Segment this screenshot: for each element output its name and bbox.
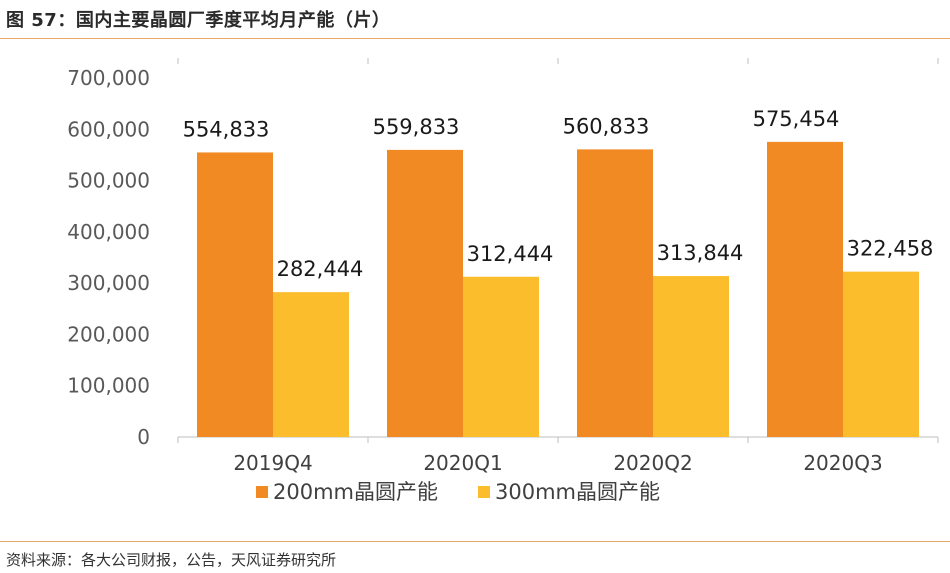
data-label: 554,833 [183,117,270,141]
legend-label: 200mm晶圆产能 [273,480,438,504]
bar [463,276,539,437]
x-tick-label: 2019Q4 [233,451,312,475]
y-tick-label: 500,000 [67,169,150,193]
y-tick-label: 200,000 [67,322,150,346]
data-label: 322,458 [847,237,934,261]
data-label: 282,444 [277,257,364,281]
y-tick-label: 100,000 [67,374,150,398]
y-tick-label: 600,000 [67,117,150,141]
legend-swatch [256,486,268,498]
y-tick-label: 700,000 [67,66,150,90]
data-label: 560,833 [563,114,650,138]
bar [197,152,273,437]
bar [273,292,349,437]
bar [577,149,653,437]
source-note: 资料来源：各大公司财报，公告，天风证券研究所 [6,551,337,569]
x-tick-label: 2020Q1 [423,451,502,475]
figure-title: 图 57：国内主要晶圆厂季度平均月产能（片） [6,10,391,31]
bar [653,276,729,437]
source-divider [0,541,950,542]
x-tick-label: 2020Q2 [613,451,692,475]
bar-chart: 0 100,000 200,000 300,000 400,000 500,000 600,… [67,58,939,504]
data-label: 313,844 [657,241,744,265]
y-tick-label: 400,000 [67,220,150,244]
data-label: 559,833 [373,115,460,139]
y-tick-label: 300,000 [67,271,150,295]
y-tick-label: 0 [137,425,150,449]
bar [387,149,463,437]
bar [767,141,843,437]
legend-swatch [478,486,490,498]
x-tick-label: 2020Q3 [803,451,882,475]
bar [843,271,919,437]
data-label: 312,444 [467,242,554,266]
legend-label: 300mm晶圆产能 [495,480,660,504]
title-divider [0,38,950,39]
data-label: 575,454 [753,107,840,131]
